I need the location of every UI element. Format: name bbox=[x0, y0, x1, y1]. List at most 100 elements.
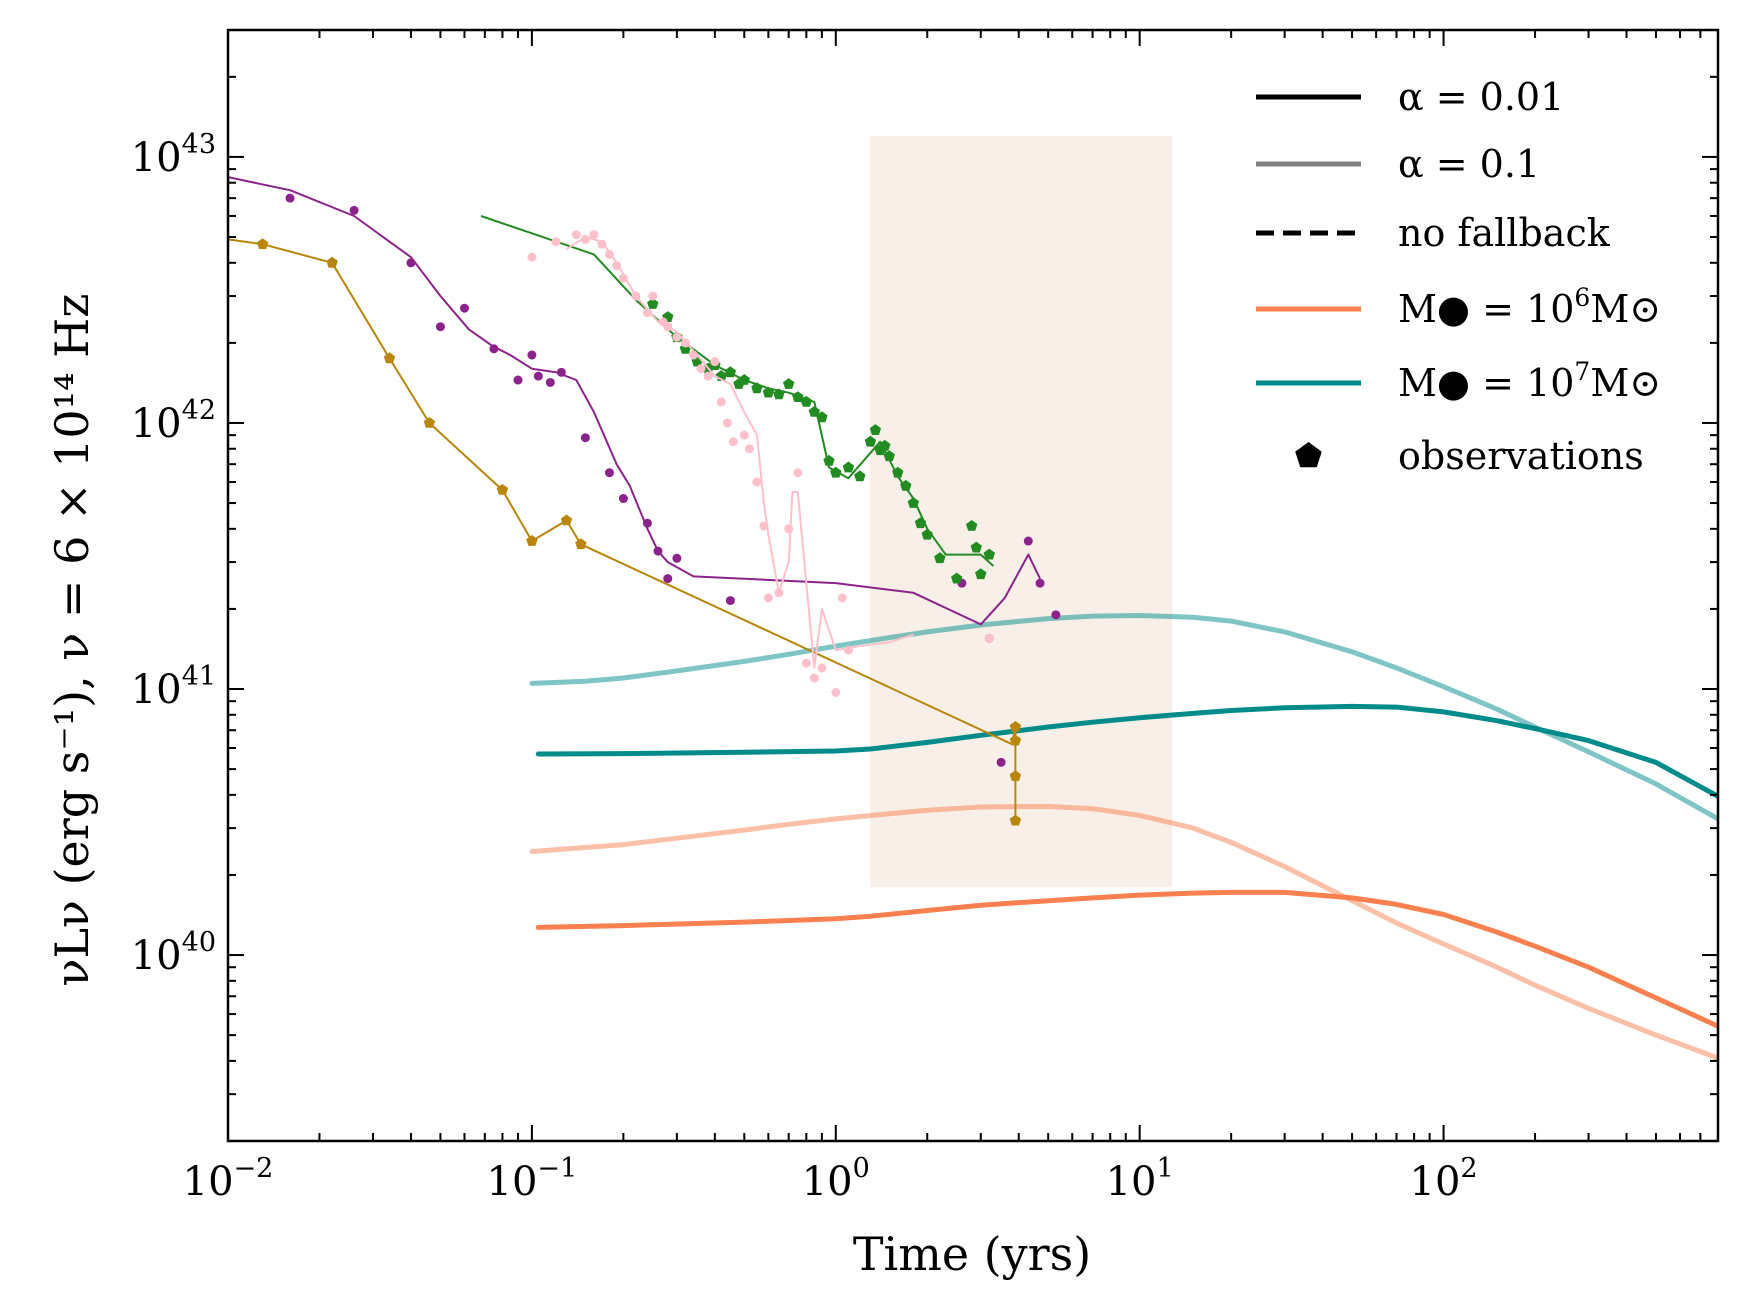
obs-point-gold-observations bbox=[383, 352, 396, 364]
obs-point-pink-observations bbox=[831, 688, 841, 698]
obs-point-green-observations bbox=[762, 386, 775, 398]
obs-point-pink-observations bbox=[763, 593, 773, 603]
obs-point-purple-observations bbox=[1051, 610, 1061, 620]
obs-point-green-observations bbox=[892, 466, 904, 478]
obs-point-gold-observations bbox=[496, 484, 509, 495]
obs-point-green-observations bbox=[966, 520, 978, 531]
legend-label: M● = 106M⊙ bbox=[1398, 283, 1661, 331]
obs-point-purple-observations bbox=[663, 574, 673, 584]
obs-point-green-observations bbox=[842, 461, 855, 473]
obs-point-pink-observations bbox=[631, 291, 641, 301]
obs-point-pink-observations bbox=[589, 230, 599, 240]
legend-entry: observations bbox=[1295, 434, 1644, 478]
shaded-region-layer bbox=[870, 135, 1173, 888]
obs-point-gold-observations bbox=[1009, 770, 1022, 782]
obs-point-green-observations bbox=[883, 450, 895, 462]
obs-point-purple-observations bbox=[672, 553, 682, 563]
obs-point-pink-observations bbox=[597, 239, 607, 249]
y-tick-label: 1041 bbox=[131, 661, 216, 713]
obs-point-pink-observations bbox=[672, 332, 682, 342]
obs-point-purple-observations bbox=[653, 546, 663, 556]
obs-point-purple-observations bbox=[459, 303, 469, 313]
obs-point-purple-observations bbox=[618, 494, 628, 504]
x-axis-title: Time (yrs) bbox=[853, 1227, 1091, 1281]
y-tick-label: 1040 bbox=[131, 927, 216, 979]
obs-point-pink-observations bbox=[703, 371, 713, 381]
obs-point-gold-observations bbox=[326, 256, 338, 268]
obs-point-pink-observations bbox=[618, 273, 628, 283]
obs-line-purple-observations bbox=[228, 176, 1041, 626]
obs-point-pink-observations bbox=[784, 524, 794, 534]
obs-point-pink-observations bbox=[984, 633, 994, 643]
obs-point-green-observations bbox=[983, 548, 995, 560]
obs-point-purple-observations bbox=[527, 350, 537, 360]
obs-point-gold-observations bbox=[256, 238, 269, 249]
legend-label: M● = 107M⊙ bbox=[1398, 357, 1661, 405]
shaded-time-window bbox=[870, 135, 1173, 888]
obs-point-purple-observations bbox=[604, 468, 614, 478]
obs-point-pink-observations bbox=[612, 261, 622, 271]
obs-point-pink-observations bbox=[744, 444, 754, 454]
obs-point-green-observations bbox=[934, 552, 946, 564]
obs-point-gold-observations bbox=[1009, 734, 1022, 746]
x-tick-label: 10−1 bbox=[487, 1153, 578, 1205]
obs-point-purple-observations bbox=[489, 344, 499, 354]
obs-point-purple-observations bbox=[285, 193, 295, 203]
obs-point-green-observations bbox=[914, 517, 927, 529]
obs-point-green-observations bbox=[869, 424, 882, 435]
obs-point-pink-observations bbox=[774, 588, 784, 598]
x-tick-label: 102 bbox=[1410, 1153, 1478, 1205]
obs-point-green-observations bbox=[951, 572, 963, 584]
y-axis-title: νLν (erg s⁻¹), ν = 6 × 10¹⁴ Hz bbox=[45, 293, 99, 986]
obs-point-purple-observations bbox=[513, 375, 523, 385]
obs-point-pink-observations bbox=[837, 593, 847, 603]
obs-point-pink-observations bbox=[710, 357, 720, 367]
obs-point-green-observations bbox=[854, 470, 866, 482]
obs-point-pink-observations bbox=[809, 673, 819, 683]
obs-point-green-observations bbox=[907, 497, 920, 508]
obs-point-purple-observations bbox=[406, 258, 416, 268]
obs-point-pink-observations bbox=[571, 230, 581, 240]
model-line-m-1e6-alpha-0-01 bbox=[535, 889, 1718, 1029]
obs-point-pink-observations bbox=[663, 322, 673, 332]
obs-point-gold-observations bbox=[560, 514, 573, 526]
obs-point-green-observations bbox=[724, 366, 737, 378]
legend-swatch-marker bbox=[1295, 442, 1322, 468]
ticks-layer bbox=[227, 29, 1719, 1142]
obs-point-green-observations bbox=[830, 466, 842, 478]
obs-point-green-observations bbox=[773, 388, 785, 400]
obs-point-purple-observations bbox=[725, 596, 735, 606]
obs-point-green-observations bbox=[808, 406, 820, 417]
x-tick-label: 101 bbox=[1106, 1153, 1174, 1205]
obs-point-pink-observations bbox=[551, 237, 561, 247]
obs-point-purple-observations bbox=[1035, 578, 1045, 588]
obs-point-purple-observations bbox=[533, 371, 543, 381]
plot-frame bbox=[226, 28, 1720, 1143]
model-line-m-1e7-alpha-0-1 bbox=[529, 613, 1718, 822]
obs-point-green-observations bbox=[879, 439, 891, 451]
legend-entry: α = 0.01 bbox=[1256, 75, 1564, 119]
obs-point-pink-observations bbox=[739, 430, 749, 440]
obs-point-purple-observations bbox=[580, 433, 590, 443]
obs-point-gold-observations bbox=[1009, 721, 1022, 732]
obs-point-purple-observations bbox=[349, 205, 359, 215]
obs-point-purple-observations bbox=[996, 757, 1006, 767]
obs-point-pink-observations bbox=[527, 252, 537, 262]
obs-point-pink-observations bbox=[688, 350, 698, 360]
legend-label: α = 0.1 bbox=[1398, 142, 1540, 186]
obs-point-purple-observations bbox=[545, 377, 555, 387]
legend-entry: M● = 106M⊙ bbox=[1256, 283, 1661, 331]
obs-point-pink-observations bbox=[759, 521, 769, 531]
legend-entry: no fallback bbox=[1256, 211, 1611, 255]
obs-point-pink-observations bbox=[680, 338, 690, 348]
legend-label: α = 0.01 bbox=[1398, 75, 1564, 119]
obs-point-green-observations bbox=[738, 374, 750, 385]
obs-point-green-observations bbox=[864, 435, 877, 447]
obs-point-green-observations bbox=[792, 391, 804, 402]
obs-point-green-observations bbox=[921, 528, 933, 540]
obs-point-green-observations bbox=[975, 568, 987, 580]
obs-point-green-observations bbox=[900, 479, 912, 491]
legend: α = 0.01 α = 0.1 no fallback M● = 106M⊙ M● =… bbox=[1256, 75, 1661, 478]
obs-point-pink-observations bbox=[801, 658, 811, 668]
obs-point-pink-observations bbox=[580, 234, 590, 244]
